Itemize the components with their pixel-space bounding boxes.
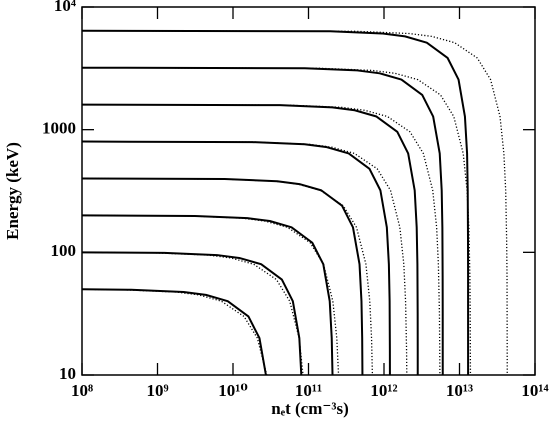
x-axis-label: nₑt (cm⁻³s) xyxy=(271,399,348,418)
y-tick-label: 10⁴ xyxy=(54,0,76,15)
curve xyxy=(81,103,419,376)
curve xyxy=(81,103,441,376)
x-tick-label: 10¹³ xyxy=(446,381,473,400)
curve xyxy=(81,140,391,376)
y-tick-label: 10 xyxy=(59,364,76,383)
x-tick-label: 10¹⁴ xyxy=(521,381,548,400)
curve xyxy=(81,140,408,376)
y-tick-label: 1000 xyxy=(42,119,76,138)
curve xyxy=(81,66,444,376)
curve xyxy=(81,288,268,376)
curve xyxy=(81,30,508,376)
curve xyxy=(81,214,334,376)
y-tick-label: 100 xyxy=(51,241,77,260)
y-axis-label: Energy (keV) xyxy=(3,142,22,240)
x-tick-label: 10¹¹ xyxy=(295,381,322,400)
x-tick-label: 10⁸ xyxy=(71,381,93,400)
x-tick-label: 10¹² xyxy=(370,381,397,400)
curve xyxy=(81,177,374,376)
curve xyxy=(81,67,472,376)
x-tick-label: 10¹⁰ xyxy=(218,381,248,400)
curve xyxy=(81,29,470,376)
curve xyxy=(81,288,267,376)
curve xyxy=(81,177,364,376)
curve xyxy=(81,251,303,376)
x-tick-label: 10⁹ xyxy=(146,381,168,400)
